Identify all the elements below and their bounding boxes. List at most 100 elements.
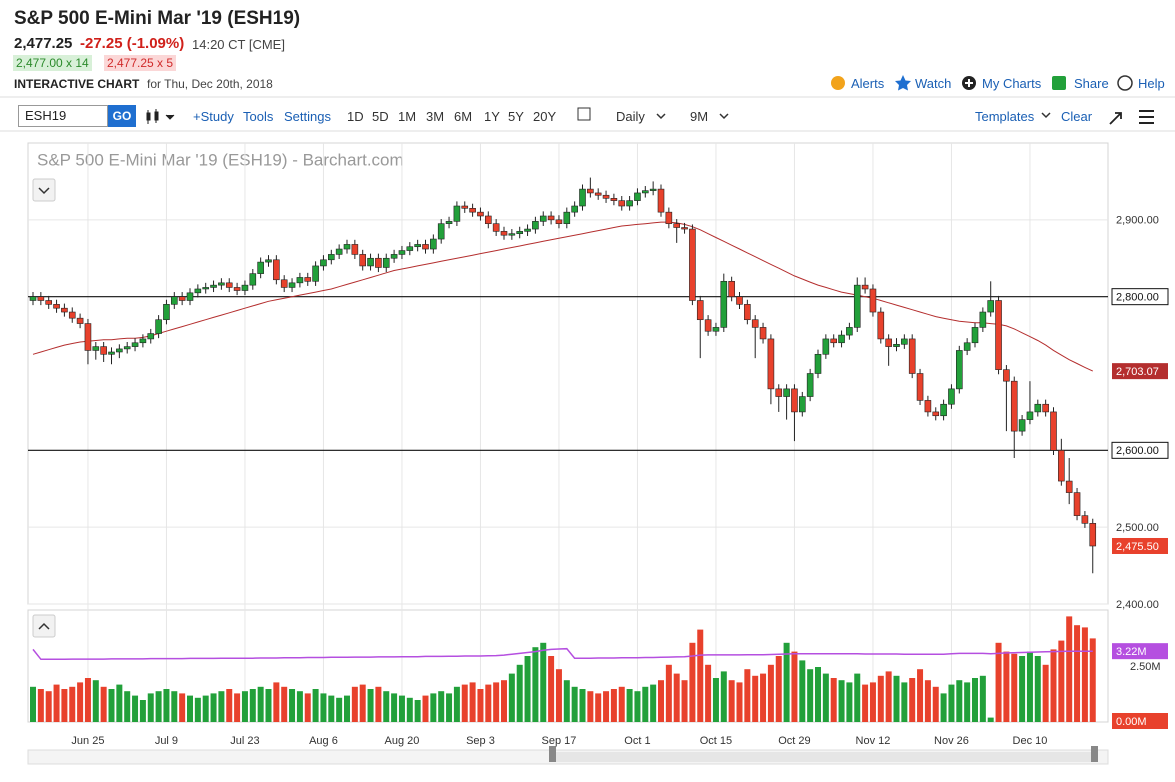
volume-bar: [296, 691, 303, 722]
scroll-thumb[interactable]: [552, 752, 1094, 762]
expand-button[interactable]: [32, 614, 56, 638]
menu-icon[interactable]: [1139, 110, 1154, 124]
volume-bar: [658, 680, 664, 722]
volume-bar: [587, 691, 594, 722]
interval[interactable]: Daily: [616, 109, 645, 124]
candle-body: [186, 292, 194, 301]
volume-bar: [304, 693, 311, 722]
period[interactable]: 6M: [454, 109, 473, 124]
help-icon[interactable]: [1117, 75, 1133, 91]
candle-body: [351, 244, 359, 255]
volume-bar: [964, 682, 971, 722]
volume-bar: [77, 682, 84, 722]
volume-bar: [249, 689, 256, 722]
volume-bar: [744, 669, 751, 722]
period[interactable]: 20Y: [533, 109, 557, 124]
x-tick-label: Dec 10: [1013, 735, 1048, 747]
period[interactable]: 1Y: [484, 109, 500, 124]
candle-body: [76, 317, 84, 324]
toolbar-item[interactable]: +Study: [193, 109, 234, 124]
candle-body: [846, 327, 853, 336]
go-button[interactable]: GO: [108, 105, 136, 127]
ask: 2,477.25 x 5: [104, 55, 177, 71]
candle-body: [940, 403, 947, 417]
candle-body: [202, 287, 209, 290]
volume-bar: [187, 695, 193, 722]
axis-flag: [1112, 713, 1168, 729]
candle-body: [92, 346, 100, 351]
scroll-handle[interactable]: [549, 746, 556, 762]
range[interactable]: 9M: [690, 109, 709, 124]
templates[interactable]: Templates: [975, 109, 1035, 124]
collapse-button[interactable]: [32, 178, 56, 202]
link[interactable]: My Charts: [982, 76, 1042, 91]
volume-bar: [579, 689, 586, 722]
period[interactable]: 3M: [426, 109, 445, 124]
volume-bar: [862, 684, 869, 722]
period[interactable]: 1M: [398, 109, 417, 124]
candle-body: [414, 244, 421, 248]
volume-bar: [689, 642, 696, 722]
volume-bar: [869, 682, 876, 722]
volume-bar: [469, 682, 476, 722]
volume-bar: [501, 680, 507, 722]
candle-body: [225, 282, 233, 288]
candle-body: [453, 205, 461, 222]
link[interactable]: Alerts: [851, 76, 885, 91]
clear[interactable]: Clear: [1061, 109, 1093, 124]
volume-bar: [289, 689, 296, 722]
share-icon[interactable]: [1052, 76, 1066, 90]
volume-bar: [972, 678, 978, 722]
candle-body: [791, 388, 798, 413]
period[interactable]: 1D: [347, 109, 364, 124]
link[interactable]: Watch: [915, 76, 952, 91]
candle-body: [830, 338, 838, 344]
volume-bar: [1089, 638, 1096, 722]
candle-body: [759, 327, 767, 340]
candle-body: [1003, 369, 1010, 382]
symbol-input[interactable]: ESH19: [18, 105, 108, 127]
volume-bar: [1042, 664, 1049, 722]
x-tick-label: Sep 3: [466, 735, 495, 747]
candle-body: [696, 300, 704, 321]
candle-body: [131, 342, 139, 347]
candle-body: [869, 288, 877, 313]
candle-body: [194, 288, 202, 294]
scroll-handle[interactable]: [1091, 746, 1098, 762]
volume-bar: [108, 689, 115, 722]
price-change: -27.25 (-1.09%): [80, 35, 185, 52]
volume-bar: [241, 691, 248, 722]
volume-bar: [1034, 656, 1041, 722]
chart-type-icon[interactable]: [146, 109, 175, 124]
volume-bar: [595, 693, 602, 722]
candle-body: [139, 338, 147, 344]
period[interactable]: 5Y: [508, 109, 524, 124]
volume-bar: [179, 693, 186, 722]
watch-icon[interactable]: [895, 75, 911, 91]
link[interactable]: Share: [1074, 76, 1109, 91]
candle-body: [626, 200, 633, 207]
volume-bar: [194, 697, 201, 722]
toolbar-item[interactable]: Tools: [243, 109, 274, 124]
volume-bar: [1019, 656, 1026, 722]
candle-body: [461, 205, 469, 209]
candle-body: [257, 261, 264, 274]
volume-bar: [477, 689, 484, 722]
volume-bar: [265, 689, 272, 722]
volume-bar: [665, 664, 672, 722]
volume-bar: [453, 686, 460, 722]
alerts-icon[interactable]: [831, 76, 845, 90]
candle-body: [108, 351, 115, 355]
candle-body: [893, 344, 900, 347]
volume-bar: [681, 680, 688, 722]
volume-bar: [202, 695, 209, 722]
candle-body: [163, 304, 170, 321]
candle-body: [406, 246, 414, 251]
draw-icon[interactable]: [1109, 112, 1122, 125]
calendar-icon[interactable]: [577, 107, 591, 121]
period[interactable]: 5D: [372, 109, 389, 124]
toolbar-item[interactable]: Settings: [284, 109, 331, 124]
link[interactable]: Help: [1138, 76, 1165, 91]
volume-bar: [736, 682, 743, 722]
volume-bar: [791, 651, 798, 722]
